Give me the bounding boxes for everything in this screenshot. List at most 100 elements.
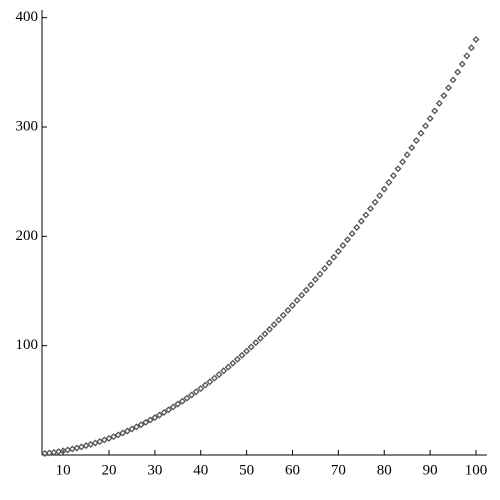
point [266,325,274,333]
y-tick-label: 100 [16,337,39,353]
point [201,381,209,389]
point [334,247,342,255]
point [444,84,452,92]
point [348,230,356,238]
point [197,385,205,393]
x-tick-label: 70 [331,462,346,478]
point [403,151,411,159]
point [270,321,278,329]
x-tick-label: 10 [56,462,71,478]
x-tick-label: 80 [377,462,392,478]
point [385,178,393,186]
point [472,36,480,44]
y-tick-label: 200 [16,228,39,244]
point [339,241,347,250]
point [123,427,131,435]
point [169,403,177,411]
point [431,107,439,115]
point [142,418,150,426]
point [151,414,159,422]
point [422,122,430,130]
point [178,397,186,405]
point [183,394,191,402]
point [435,99,443,107]
x-tick-label: 30 [147,462,162,478]
point [256,334,264,342]
point [279,311,287,319]
point [114,431,122,439]
point [458,60,466,68]
point [165,406,173,414]
point [454,68,462,76]
point [128,425,136,433]
x-tick-label: 60 [285,462,300,478]
point [105,434,113,442]
point [229,359,237,367]
point [330,253,338,261]
point [174,400,182,408]
point [252,339,260,347]
point [132,423,141,431]
point [399,158,407,166]
x-tick-label: 100 [465,462,488,478]
point [215,371,223,379]
point [160,408,168,416]
point [302,286,310,294]
point [353,223,361,231]
x-tick-label: 90 [423,462,438,478]
point [362,211,370,219]
point [137,421,145,429]
point [220,367,228,375]
y-tick-label: 400 [16,9,39,25]
point [408,144,416,152]
point [192,388,200,396]
point [440,92,448,100]
point [463,52,471,60]
point [366,205,374,213]
point [412,137,420,145]
point [426,114,434,122]
point [288,301,297,309]
point [376,192,384,200]
point [64,446,72,454]
point [275,316,283,324]
point [467,44,475,52]
y-tick-label: 300 [16,118,39,134]
point [417,129,425,137]
point [298,291,306,299]
point [284,306,292,314]
point [316,270,324,278]
point [206,378,214,386]
point [380,185,388,193]
point [146,416,154,424]
point [119,429,127,437]
point [344,236,352,244]
point [155,411,163,419]
point [321,264,329,272]
point [357,217,365,225]
point [311,275,319,283]
point [449,76,457,84]
point [371,198,379,206]
point [224,363,232,371]
point [307,281,315,289]
point [243,347,251,355]
point [210,374,219,382]
point [68,445,76,453]
x-tick-label: 40 [193,462,208,478]
point [293,296,301,304]
point [54,448,63,456]
point [238,351,246,359]
point [100,436,108,444]
point [233,355,241,363]
x-tick-label: 50 [239,462,254,478]
point [50,448,58,456]
point [188,391,196,399]
point [247,343,255,351]
point [389,172,397,180]
point [394,165,402,173]
point [110,433,118,441]
x-tick-label: 20 [101,462,116,478]
point [325,259,333,267]
